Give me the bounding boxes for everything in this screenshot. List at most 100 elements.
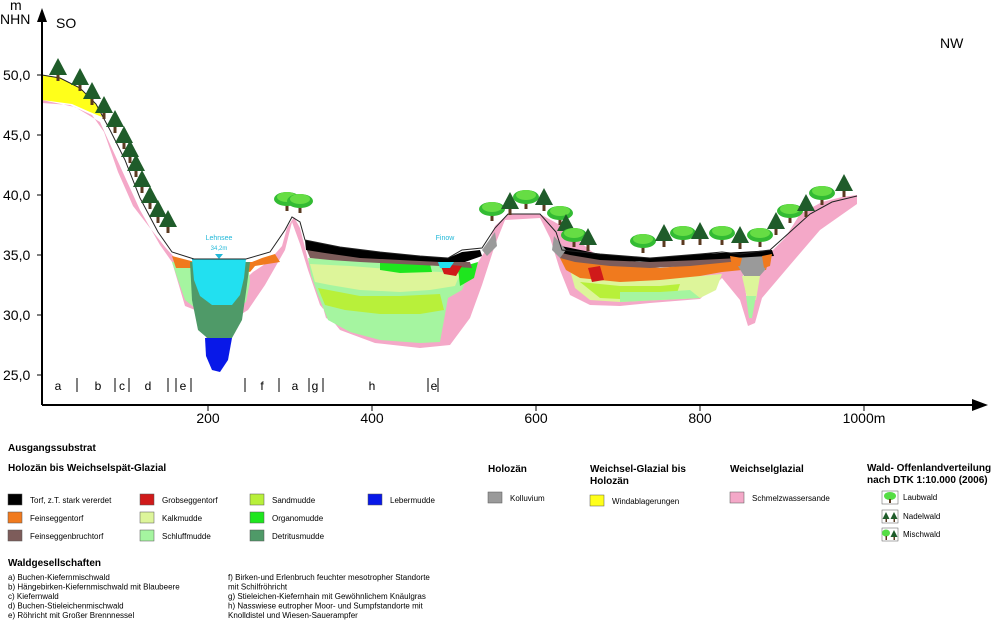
nw-label: NW	[940, 35, 964, 51]
legend-swatch	[249, 511, 265, 524]
legend-item-label: Sandmudde	[272, 496, 316, 505]
sandmudde-basin	[318, 288, 444, 314]
y-tick-label: 30,0	[3, 307, 30, 323]
legend-item-label: Detritusmudde	[272, 532, 325, 541]
kalkmudde-depression	[742, 276, 760, 302]
x-tick-label: 400	[360, 410, 384, 426]
legend-swatch	[7, 529, 23, 542]
legend-group1-items: Torf, z.T. stark vererdet Feinseggentorf F…	[7, 493, 435, 542]
grobseggentorf-right	[588, 266, 604, 282]
legend-item-label: Torf, z.T. stark vererdet	[30, 496, 112, 505]
community-item: Knolldistel und Wiesen-Sauerampfer	[228, 611, 358, 620]
y-tick-label: 35,0	[3, 247, 30, 263]
segment-label: b	[95, 379, 102, 393]
legend-item-label: Kolluvium	[510, 494, 545, 503]
deciduous-tree-icon	[670, 226, 696, 245]
legend-swatch	[589, 494, 605, 507]
legend-item-label: Organomudde	[272, 514, 324, 523]
forest-legend-items: Laubwald Nadelwald Mischwald	[881, 490, 940, 542]
community-item: h) Nasswiese eutropher Moor- und Sumpfst…	[228, 602, 424, 611]
lehnsee-water	[192, 259, 246, 305]
conifer-tree-icon	[655, 224, 673, 247]
legend-title-substrate: Ausgangssubstrat	[8, 443, 96, 454]
conifer-tree-icon	[731, 226, 749, 249]
y-tick-label: 50,0	[3, 67, 30, 83]
y-tick-label: 40,0	[3, 187, 30, 203]
x-axis-arrow-icon	[972, 399, 988, 411]
legend-swatch	[139, 511, 155, 524]
legend-item-label: Schmelzwassersande	[752, 494, 830, 503]
deciduous-tree-icon	[884, 492, 896, 503]
so-label: SO	[56, 15, 76, 31]
communities-list-right: f) Birken-und Erlenbruch feuchter mesotr…	[228, 573, 430, 620]
schluffmudde-right	[620, 290, 700, 302]
y-tick-label: 45,0	[3, 127, 30, 143]
kolluvium-right	[552, 236, 566, 258]
kalkmudde-basin	[310, 264, 460, 292]
y-tick-label: 25,0	[3, 367, 30, 383]
y-axis-arrow-icon	[37, 8, 47, 22]
legend-group3-items: Windablagerungen	[589, 494, 679, 507]
legend-item-label: Feinseggenbruchtorf	[30, 532, 104, 541]
segment-label: g	[312, 379, 319, 393]
x-tick-label: 200	[196, 410, 220, 426]
legend-swatch	[7, 511, 23, 524]
legend-swatch	[7, 493, 23, 506]
torf-basin	[305, 240, 482, 262]
feinseggentorf-depression	[730, 256, 742, 266]
x-tick-label: 800	[688, 410, 712, 426]
segment-label: e	[180, 379, 187, 393]
legend-group4-title: Weichselglazial	[730, 464, 804, 475]
legend-swatch	[367, 493, 383, 506]
deciduous-tree-icon	[709, 226, 735, 245]
community-item: b) Hängebirken-Kiefernmischwald mit Blau…	[8, 583, 180, 592]
organomudde-basin-2	[458, 262, 478, 286]
segment-label: a	[55, 379, 62, 393]
legend-group3-title-1: Weichsel-Glazial bis	[590, 464, 686, 475]
axes: m NHN SO NW 50,0 45,0 40,0 35,0 30,0 25,0 200…	[0, 0, 988, 426]
community-item: g) Stieleichen-Kiefernhain mit Gewöhnlic…	[228, 592, 426, 601]
segment-label: h	[369, 379, 376, 393]
feinseggenbruchtorf-right	[558, 250, 770, 268]
segment-label: e	[431, 379, 438, 393]
legend: Ausgangssubstrat Holozän bis Weichselspä…	[7, 443, 991, 620]
segment-label: d	[145, 379, 152, 393]
legend-item-label: Schluffmudde	[162, 532, 211, 541]
lebermudde-lake1	[205, 338, 232, 372]
lake1-level: 34,2m	[211, 246, 228, 252]
kolluvium-mid	[482, 232, 497, 256]
finow-water	[438, 262, 454, 268]
community-item: e) Röhricht mit Großer Brennnessel	[8, 611, 134, 620]
torf-right	[556, 245, 774, 262]
schmelzwassersande-layer	[42, 100, 857, 362]
legend-group1-title: Holozän bis Weichselspät-Glazial	[8, 463, 166, 474]
forest-item-label: Mischwald	[903, 530, 940, 539]
forest-legend-title-2: nach DTK 1:10.000 (2006)	[867, 475, 988, 486]
community-item: a) Buchen-Kiefernmischwald	[8, 573, 110, 582]
profile-layers	[41, 74, 858, 372]
segment-label: f	[260, 379, 264, 393]
legend-item-label: Kalkmudde	[162, 514, 203, 523]
y-ticks: 50,0 45,0 40,0 35,0 30,0 25,0	[3, 67, 42, 383]
feinseggentorf-depression-r	[762, 254, 772, 268]
y-unit-label-2: NHN	[0, 11, 30, 27]
legend-swatch	[249, 493, 265, 506]
legend-swatch	[249, 529, 265, 542]
legend-group3-title-2: Holozän	[590, 476, 629, 487]
deciduous-tree-icon	[747, 228, 773, 247]
legend-swatch	[139, 493, 155, 506]
y-unit-label: m	[10, 0, 22, 13]
forest-item-label: Laubwald	[903, 493, 937, 502]
legend-swatch	[487, 491, 503, 504]
mixed-forest-icon	[882, 529, 898, 540]
segment-label: c	[119, 379, 125, 393]
community-item: d) Buchen-Stieleichenmischwald	[8, 602, 124, 611]
deciduous-tree-icon	[630, 234, 656, 253]
legend-item-label: Grobseggentorf	[162, 496, 218, 505]
lake2-name: Finow	[436, 235, 456, 242]
deciduous-tree-icon	[479, 202, 505, 221]
forest-item-label: Nadelwald	[903, 512, 940, 521]
conifer-tree-icon	[106, 110, 124, 133]
